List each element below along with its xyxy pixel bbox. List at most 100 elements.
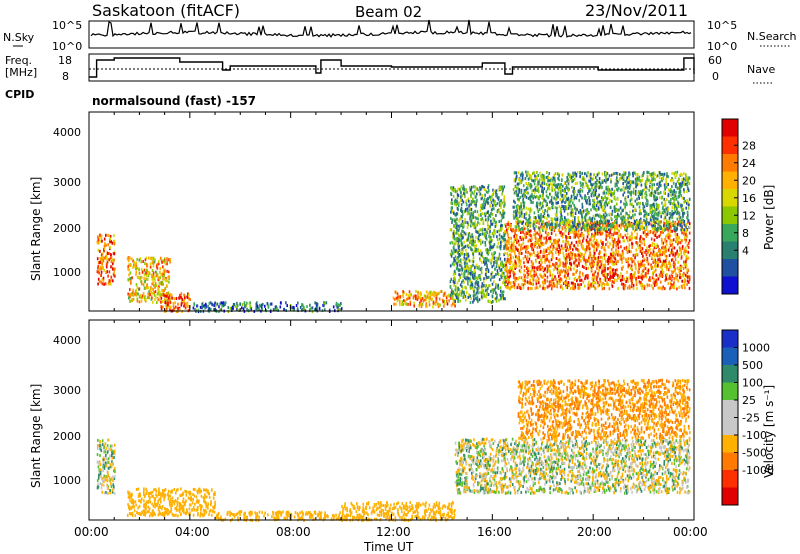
echo-cell [145,298,147,302]
echo-cell [530,194,532,198]
echo-cell [529,270,532,274]
echo-cell [660,212,662,216]
echo-cell [628,250,631,254]
echo-cell [590,268,593,272]
echo-cell [283,308,285,312]
echo-cell [301,307,304,311]
echo-cell [564,261,567,265]
echo-cell [261,308,263,311]
echo-cell [150,290,152,294]
echo-cell [647,268,650,272]
echo-cell [564,187,566,191]
echo-cell [613,272,615,276]
echo-cell [471,273,474,277]
echo-cell [112,279,114,283]
echo-cell [460,203,463,207]
echo-cell [564,217,566,221]
echo-cell [551,226,553,230]
echo-cell [510,228,512,232]
echo-cell [476,295,479,299]
echo-cell [654,258,657,262]
echo-cell [535,189,537,193]
echo-cell [163,269,166,273]
echo-cell [599,225,602,229]
echo-cell [650,255,653,259]
echo-cell [510,240,513,244]
echo-cell [487,275,490,279]
echo-cell [463,292,465,296]
echo-cell [674,258,677,262]
echo-cell [139,257,142,261]
echo-cell [661,207,664,211]
echo-cell [456,292,459,296]
echo-cell [661,287,664,291]
echo-cell [548,259,550,263]
echo-cell [539,243,541,247]
echo-cell [403,299,405,303]
echo-cell [564,216,566,220]
echo-cell [496,235,498,239]
echo-cell [543,287,546,291]
echo-cell [542,284,545,288]
echo-cell [623,286,626,290]
echo-cell [477,291,479,295]
echo-cell [643,263,646,267]
echo-cell [503,197,505,201]
echo-cell [499,211,502,215]
echo-cell [409,293,412,296]
echo-cell [470,202,472,206]
echo-cell [142,283,145,287]
echo-cell [685,264,688,268]
echo-cell [461,194,463,198]
echo-cell [529,198,532,202]
echo-cell [479,275,481,279]
echo-cell [586,273,588,277]
echo-cell [456,239,458,243]
echo-cell [541,185,543,189]
echo-cell [540,241,542,245]
echo-cell [564,189,566,193]
echo-cell [135,263,138,267]
echo-cell [506,252,508,256]
echo-cell [664,187,666,191]
echo-cell [485,258,487,262]
echo-cell [430,293,432,297]
echo-cell [464,244,467,248]
echo-cell [471,248,473,252]
echo-cell [562,207,565,210]
echo-cell [523,261,525,265]
echo-cell [534,186,537,189]
echo-cell [148,292,150,296]
echo-cell [641,237,644,241]
echo-cell [533,233,535,237]
echo-cell [664,254,667,258]
echo-cell [476,266,479,270]
echo-cell [460,191,462,195]
echo-cell [681,247,684,250]
echo-cell [238,308,240,312]
echo-cell [515,220,517,224]
echo-cell [293,308,295,312]
echo-cell [591,261,593,265]
echo-cell [463,256,466,260]
echo-cell [557,252,560,256]
echo-cell [655,207,658,211]
echo-cell [641,251,643,255]
echo-cell [467,282,469,286]
echo-cell [476,289,479,293]
echo-cell [533,273,535,277]
echo-cell [507,275,509,279]
echo-cell [656,243,658,247]
echo-cell [197,308,200,312]
echo-cell [581,216,584,220]
echo-cell [535,194,538,198]
echo-cell [518,264,521,268]
echo-cell [474,201,477,204]
echo-cell [624,171,627,175]
echo-cell [402,290,404,294]
echo-cell [453,302,456,306]
echo-cell [477,235,480,239]
echo-cell [467,197,470,201]
echo-cell [552,268,555,272]
echo-cell [622,235,624,239]
